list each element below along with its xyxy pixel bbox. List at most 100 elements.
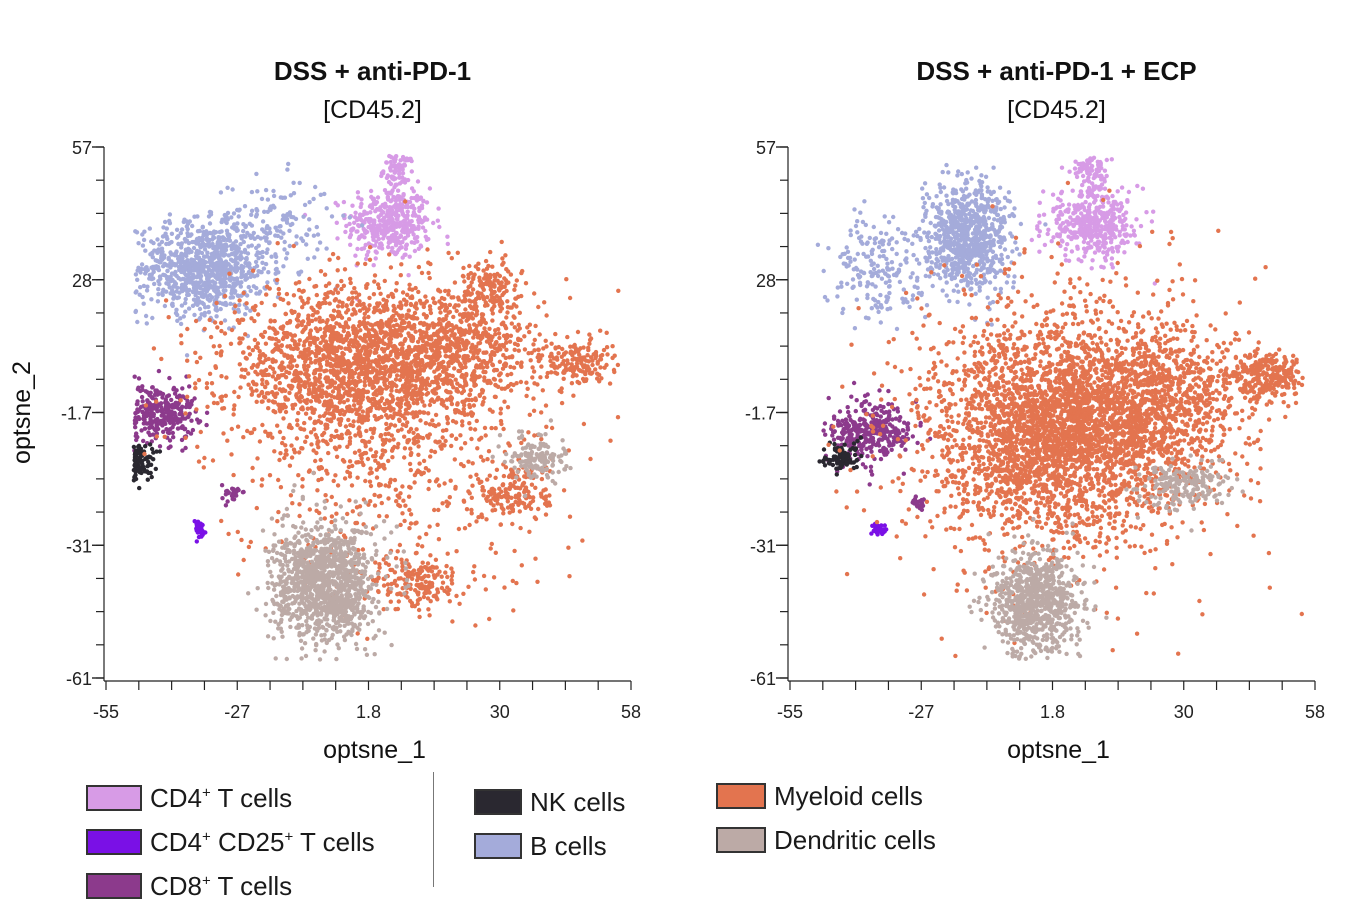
data-point-myeloid: [329, 336, 335, 342]
data-point-b: [183, 247, 189, 252]
data-point-myeloid: [376, 285, 382, 291]
data-point-cd8: [170, 430, 175, 436]
data-point-cd4: [356, 223, 361, 228]
data-point-cd8: [220, 496, 225, 501]
data-point-cd4: [359, 246, 364, 252]
data-point-myeloid: [406, 380, 412, 385]
data-point-myeloid: [595, 371, 600, 376]
data-point-myeloid: [395, 396, 401, 401]
data-point-cd8: [136, 376, 142, 381]
data-point-myeloid: [178, 398, 183, 403]
data-point-myeloid: [357, 319, 362, 325]
chart-title: DSS + anti-PD-1: [274, 56, 471, 86]
data-point-myeloid: [255, 364, 260, 369]
data-point-cd4: [392, 159, 397, 164]
data-point-myeloid: [420, 335, 426, 340]
data-point-myeloid: [185, 358, 190, 363]
data-point-b: [347, 215, 352, 220]
data-point-myeloid: [410, 377, 415, 382]
data-point-myeloid: [518, 379, 524, 385]
data-point-myeloid: [575, 356, 580, 362]
data-point-b: [218, 190, 224, 195]
data-point-cd8: [204, 422, 209, 428]
data-point-myeloid: [407, 507, 412, 513]
data-point-myeloid: [452, 457, 457, 462]
data-point-b: [191, 245, 197, 251]
data-point-myeloid: [456, 303, 461, 308]
data-point-b: [219, 284, 224, 289]
data-point-cd4: [368, 203, 373, 208]
data-point-cd8: [182, 426, 188, 431]
data-point-cd4: [386, 244, 391, 250]
data-point-myeloid: [281, 372, 286, 378]
data-point-myeloid: [384, 298, 389, 304]
data-point-myeloid: [417, 410, 422, 415]
data-point-myeloid: [539, 494, 544, 499]
data-point-myeloid: [399, 387, 404, 392]
data-point-myeloid: [581, 345, 586, 350]
data-point-myeloid: [543, 512, 549, 517]
data-point-b: [166, 256, 171, 262]
data-point-myeloid: [266, 398, 271, 403]
data-point-b: [278, 229, 283, 234]
data-point-myeloid: [598, 328, 603, 333]
data-point-b: [140, 243, 146, 248]
data-point-myeloid: [397, 417, 402, 422]
data-point-myeloid: [600, 352, 605, 358]
data-point-myeloid: [356, 375, 361, 380]
data-point-myeloid: [564, 277, 569, 282]
data-point-b: [291, 180, 296, 185]
data-point-b: [205, 250, 210, 255]
data-point-myeloid: [542, 300, 547, 305]
data-point-myeloid: [540, 388, 545, 393]
data-point-myeloid: [350, 295, 355, 301]
data-point-cd4: [392, 251, 398, 257]
data-point-myeloid: [337, 400, 342, 405]
data-point-b: [258, 236, 263, 241]
data-point-myeloid: [381, 607, 386, 612]
data-point-myeloid: [583, 358, 589, 363]
data-point-b: [231, 266, 236, 271]
data-point-myeloid: [502, 284, 507, 289]
data-point-myeloid: [283, 409, 289, 415]
data-point-nk: [157, 449, 163, 454]
data-point-myeloid: [541, 346, 546, 351]
data-point-b: [244, 255, 249, 261]
data-point-myeloid: [335, 290, 341, 295]
data-point-cd4: [400, 154, 406, 160]
data-point-cd4: [352, 215, 358, 220]
data-point-myeloid: [337, 299, 342, 304]
data-point-cd8: [186, 414, 191, 419]
data-point-myeloid: [568, 350, 573, 356]
data-point-cd4: [362, 209, 367, 214]
data-point-myeloid: [253, 369, 258, 375]
data-point-cd4: [359, 217, 364, 223]
data-point-cd8: [134, 437, 139, 443]
data-point-b: [162, 303, 168, 309]
data-point-myeloid: [598, 357, 604, 362]
data-point-cd8: [231, 487, 236, 492]
data-point-myeloid: [389, 581, 394, 587]
data-point-myeloid: [366, 314, 371, 320]
data-point-myeloid: [480, 315, 485, 320]
data-point-cd4: [369, 228, 374, 233]
data-point-myeloid: [296, 287, 302, 293]
data-point-myeloid: [277, 380, 282, 386]
data-point-cd4: [364, 252, 370, 258]
data-point-myeloid: [366, 343, 371, 348]
data-point-cd4: [388, 217, 393, 222]
data-point-myeloid: [432, 332, 437, 338]
data-point-b: [239, 255, 244, 261]
data-point-cd4: [420, 225, 426, 230]
data-point-myeloid: [548, 354, 553, 359]
data-point-myeloid: [193, 350, 198, 355]
data-point-myeloid: [513, 495, 518, 500]
data-point-b: [213, 280, 218, 286]
data-point-myeloid: [432, 300, 437, 305]
data-point-cd8: [139, 428, 144, 433]
data-point-b: [144, 288, 150, 293]
data-point-myeloid: [272, 449, 277, 454]
data-point-myeloid: [370, 342, 375, 347]
data-point-myeloid: [458, 332, 464, 338]
data-point-myeloid: [503, 253, 508, 258]
